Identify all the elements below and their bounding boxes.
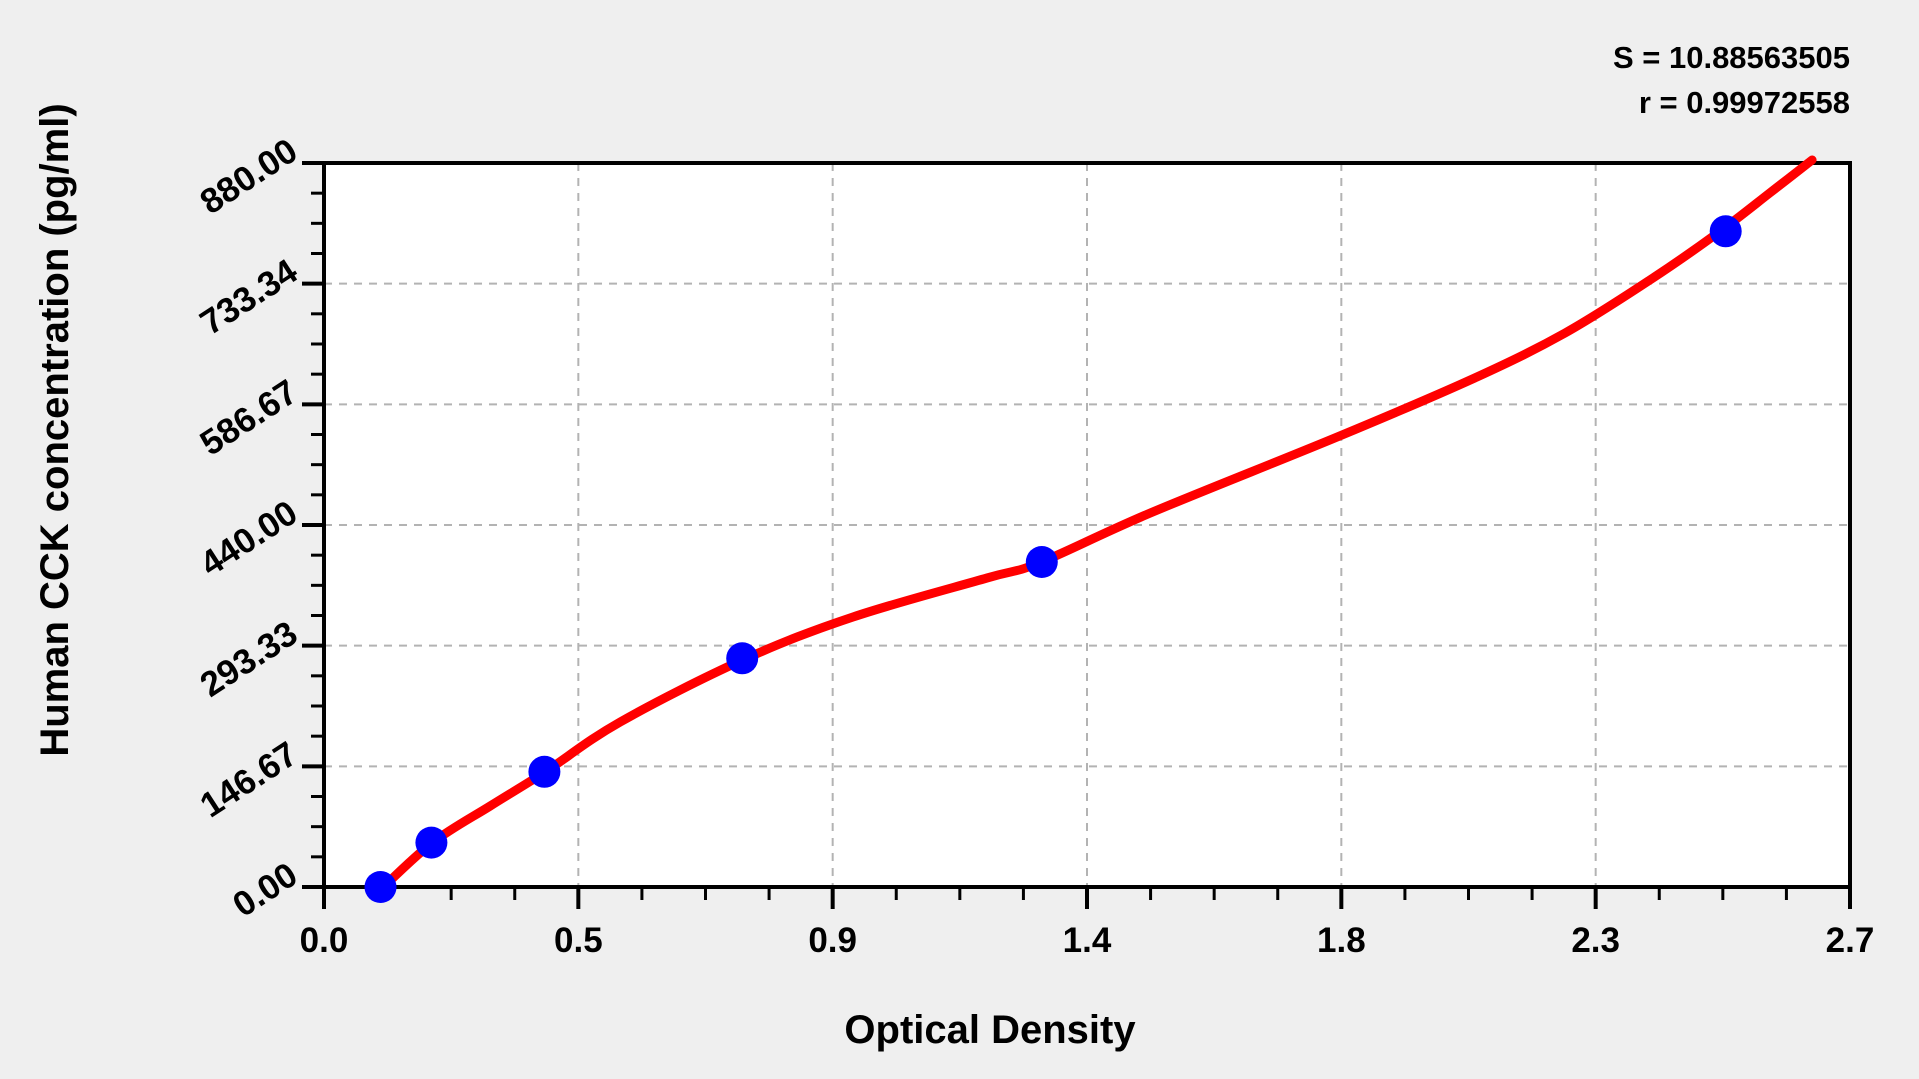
data-point bbox=[415, 826, 448, 859]
fit-r-value: r = 0.99972558 bbox=[1639, 85, 1850, 120]
data-point bbox=[1025, 546, 1058, 578]
data-point bbox=[528, 755, 561, 788]
y-tick-label: 586.67 bbox=[193, 372, 304, 463]
y-tick-label: 0.00 bbox=[226, 855, 304, 925]
x-tick-label: 1.4 bbox=[1063, 921, 1112, 960]
y-axis-title: Human CCK concentration (pg/ml) bbox=[33, 103, 77, 756]
data-point bbox=[364, 871, 397, 903]
data-point bbox=[1709, 215, 1742, 248]
fit-s-value: S = 10.88563505 bbox=[1613, 40, 1850, 75]
y-tick-label: 440.00 bbox=[193, 493, 304, 584]
x-tick-label: 1.8 bbox=[1317, 921, 1366, 960]
plot-border bbox=[322, 161, 1852, 889]
plot-group: 0.0 0.5 0.9 1.4 1.8 2.3 2.7 0.00 146.67 293.33 440… bbox=[193, 131, 1874, 960]
x-tick-label: 0.9 bbox=[808, 921, 857, 960]
x-tick-label: 2.7 bbox=[1826, 921, 1875, 960]
x-axis-title: Optical Density bbox=[844, 1008, 1136, 1052]
x-tick-label: 0.5 bbox=[554, 921, 603, 960]
x-tick-label: 0.0 bbox=[300, 921, 349, 960]
y-tick-label: 293.33 bbox=[193, 614, 304, 705]
x-tick-label: 2.3 bbox=[1571, 921, 1620, 960]
data-point bbox=[726, 642, 759, 675]
y-tick-label: 146.67 bbox=[193, 734, 304, 825]
y-tick-label: 880.00 bbox=[193, 131, 304, 222]
y-tick-label: 733.34 bbox=[193, 251, 304, 342]
